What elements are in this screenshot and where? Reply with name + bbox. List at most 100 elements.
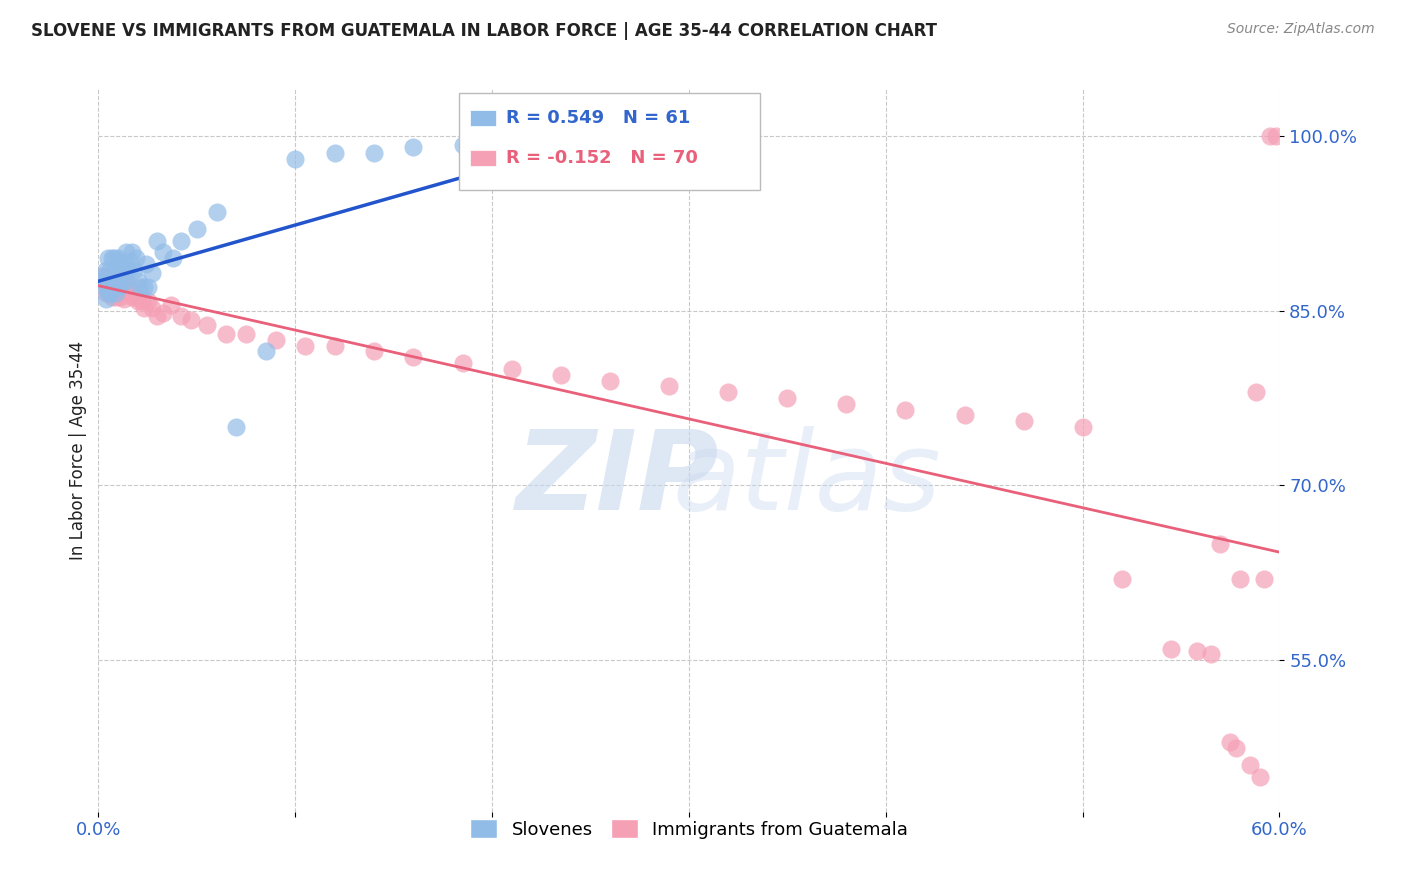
Point bbox=[1264, 128, 1286, 143]
Point bbox=[953, 409, 976, 423]
Point bbox=[451, 138, 474, 153]
Point bbox=[96, 275, 118, 289]
Point bbox=[96, 292, 118, 306]
Point bbox=[125, 251, 148, 265]
Point bbox=[648, 132, 671, 146]
Point bbox=[121, 245, 143, 260]
Point bbox=[363, 146, 385, 161]
Point bbox=[91, 268, 114, 283]
Point bbox=[1244, 385, 1267, 400]
Point bbox=[1071, 420, 1094, 434]
Point bbox=[128, 286, 150, 301]
Point bbox=[1160, 641, 1182, 656]
Point bbox=[1229, 572, 1251, 586]
Point bbox=[132, 301, 155, 316]
Text: SLOVENE VS IMMIGRANTS FROM GUATEMALA IN LABOR FORCE | AGE 35-44 CORRELATION CHAR: SLOVENE VS IMMIGRANTS FROM GUATEMALA IN … bbox=[31, 22, 936, 40]
Point bbox=[717, 385, 740, 400]
Point bbox=[115, 277, 138, 292]
Point bbox=[111, 275, 134, 289]
Point bbox=[112, 263, 135, 277]
Point bbox=[118, 253, 141, 268]
Point bbox=[101, 277, 124, 292]
Point bbox=[115, 275, 138, 289]
Point bbox=[103, 271, 125, 285]
Point bbox=[105, 286, 128, 301]
Point bbox=[97, 268, 120, 283]
Point bbox=[125, 290, 148, 304]
Bar bbox=[471, 110, 496, 126]
Point bbox=[141, 301, 163, 316]
Point bbox=[117, 280, 139, 294]
Point bbox=[97, 275, 120, 289]
Point bbox=[254, 344, 277, 359]
Point bbox=[501, 362, 523, 376]
Point bbox=[111, 275, 134, 289]
Point bbox=[98, 275, 121, 289]
Point bbox=[141, 266, 163, 280]
Point bbox=[1185, 644, 1208, 658]
Text: atlas: atlas bbox=[672, 425, 942, 533]
Point bbox=[107, 280, 129, 294]
Y-axis label: In Labor Force | Age 35-44: In Labor Force | Age 35-44 bbox=[69, 341, 87, 560]
Point bbox=[132, 280, 155, 294]
Point bbox=[111, 254, 134, 268]
Point bbox=[107, 266, 129, 280]
Point bbox=[115, 245, 138, 260]
Point bbox=[108, 263, 131, 277]
Point bbox=[103, 268, 125, 283]
Bar bbox=[471, 150, 496, 166]
Point bbox=[180, 313, 202, 327]
Point bbox=[101, 268, 124, 283]
Point bbox=[108, 290, 131, 304]
Point bbox=[1219, 735, 1241, 749]
Text: R = 0.549   N = 61: R = 0.549 N = 61 bbox=[506, 109, 690, 127]
Point bbox=[97, 280, 120, 294]
Point bbox=[136, 280, 159, 294]
Point bbox=[170, 310, 193, 324]
Point bbox=[294, 338, 316, 352]
Point bbox=[1225, 740, 1247, 755]
Point bbox=[1209, 537, 1232, 551]
Text: ZIP: ZIP bbox=[516, 425, 720, 533]
Text: R = -0.152   N = 70: R = -0.152 N = 70 bbox=[506, 149, 697, 167]
Point bbox=[98, 286, 121, 301]
Point bbox=[146, 234, 169, 248]
Point bbox=[160, 298, 183, 312]
Point bbox=[1199, 648, 1222, 662]
Point bbox=[93, 280, 115, 294]
Point bbox=[835, 397, 858, 411]
Point bbox=[186, 222, 208, 236]
Point bbox=[205, 204, 228, 219]
Point bbox=[152, 306, 174, 320]
Point bbox=[105, 263, 128, 277]
Legend: Slovenes, Immigrants from Guatemala: Slovenes, Immigrants from Guatemala bbox=[463, 813, 915, 846]
Point bbox=[402, 140, 425, 154]
Point bbox=[107, 283, 129, 297]
Point bbox=[117, 263, 139, 277]
Point bbox=[128, 280, 150, 294]
Point bbox=[195, 318, 218, 332]
Point bbox=[162, 251, 184, 265]
Point bbox=[127, 275, 149, 289]
Point bbox=[284, 152, 307, 166]
Point bbox=[97, 286, 120, 301]
Point bbox=[93, 268, 115, 283]
Point bbox=[122, 263, 145, 277]
Point bbox=[107, 251, 129, 265]
Point bbox=[118, 286, 141, 301]
Point bbox=[1239, 758, 1261, 772]
Point bbox=[122, 280, 145, 294]
Point bbox=[96, 263, 118, 277]
Point bbox=[103, 251, 125, 265]
Point bbox=[1249, 770, 1271, 784]
Point bbox=[402, 350, 425, 364]
Point bbox=[1012, 414, 1035, 428]
Point bbox=[894, 402, 917, 417]
Point bbox=[1111, 572, 1133, 586]
FancyBboxPatch shape bbox=[458, 93, 759, 190]
Point bbox=[98, 275, 121, 289]
Point bbox=[215, 326, 238, 341]
Point bbox=[101, 290, 124, 304]
Point bbox=[152, 245, 174, 260]
Point bbox=[501, 135, 523, 149]
